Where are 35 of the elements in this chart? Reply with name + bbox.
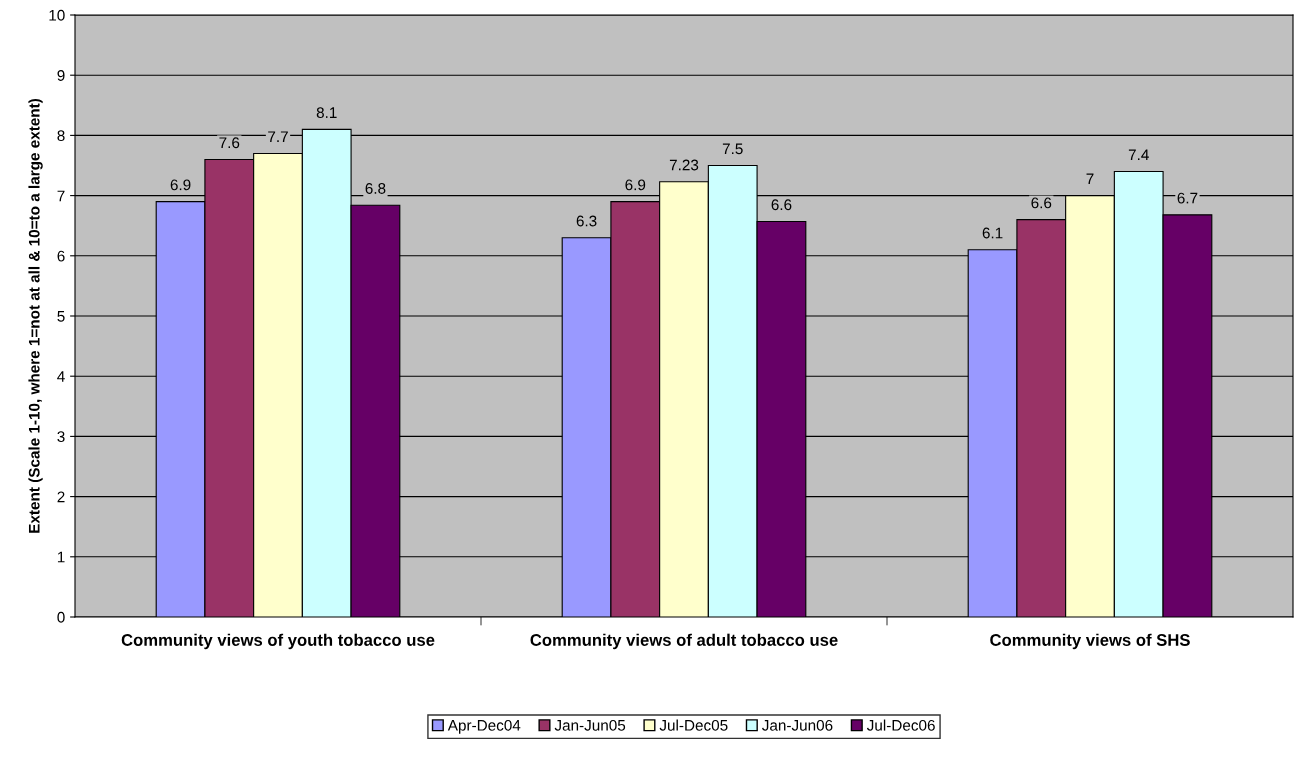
data-label: 6.7: [1177, 192, 1198, 204]
data-label: 7.4: [1128, 149, 1149, 161]
legend-label: Apr-Dec04: [447, 719, 521, 734]
y-tick-label: 3: [57, 431, 65, 443]
data-label: 6.9: [170, 179, 191, 191]
y-axis-title: Extent (Scale 1-10, where 1=not at all & 10=to a large extent): [28, 98, 43, 533]
y-tick-label: 10: [49, 9, 65, 21]
x-tick-label: Community views of youth tobacco use: [121, 633, 435, 650]
y-tick-label: 4: [57, 371, 65, 382]
data-label: 6.8: [365, 183, 386, 194]
legend-label: Jan-Jun05: [554, 719, 626, 731]
data-label: 7.5: [722, 143, 743, 155]
data-label: 6.9: [625, 179, 646, 191]
y-tick-label: 8: [57, 130, 65, 142]
y-tick-label: 1: [57, 551, 65, 563]
data-label: 7.23: [669, 159, 699, 171]
x-tick-label: Community views of adult tobacco use: [530, 633, 838, 650]
data-label: 7: [1086, 173, 1094, 185]
data-label: 6.6: [771, 199, 792, 211]
legend-label: Jul-Dec06: [866, 719, 935, 731]
data-label: 6.6: [1031, 197, 1052, 209]
data-label: 6.3: [576, 215, 597, 227]
y-tick-label: 5: [57, 311, 65, 322]
y-tick-label: 9: [57, 70, 65, 81]
data-label: 6.1: [982, 227, 1003, 239]
y-tick-label: 2: [57, 491, 65, 503]
data-label: 8.1: [316, 107, 337, 119]
legend-label: Jan-Jun06: [762, 719, 833, 731]
y-tick-label: 6: [57, 250, 65, 262]
data-label: 7.7: [268, 131, 288, 142]
y-tick-label: 7: [57, 190, 65, 202]
x-tick-label: Community views of SHS: [990, 633, 1190, 650]
y-tick-label: 0: [57, 611, 65, 623]
legend-label: Jul-Dec05: [659, 719, 728, 731]
data-label: 7.6: [219, 137, 240, 149]
